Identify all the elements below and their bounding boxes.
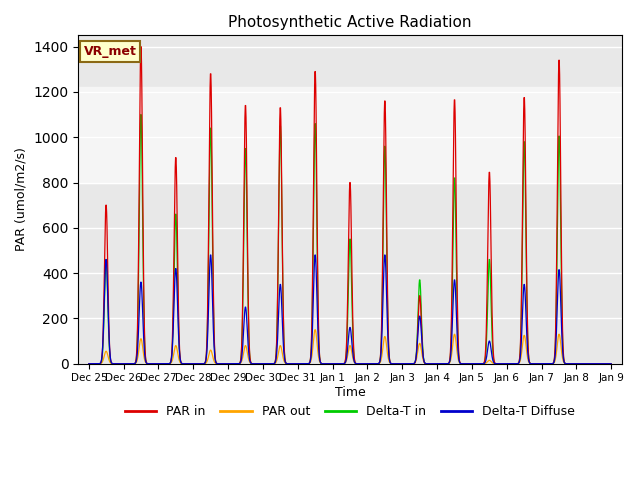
PAR in [607,361,615,367]
PAR in [573,361,580,367]
Delta-T Diffuse [85,361,93,367]
Delta-T Diffuse [573,361,580,367]
PAR out [311,327,319,333]
Line: PAR in: PAR in [89,47,611,364]
Delta-T Diffuse [546,361,554,367]
PAR in [260,361,268,367]
Delta-T in [260,361,268,367]
PAR in [202,359,209,365]
Delta-T Diffuse [607,361,615,367]
Y-axis label: PAR (umol/m2/s): PAR (umol/m2/s) [15,147,28,252]
Delta-T Diffuse [201,360,209,366]
PAR in [546,361,554,367]
Delta-T in [573,361,580,367]
Delta-T Diffuse [431,361,439,367]
Delta-T in [546,361,554,367]
Delta-T in [499,361,507,367]
Delta-T in [431,361,439,367]
PAR out [431,361,439,367]
Delta-T Diffuse [499,361,507,367]
PAR in [499,361,507,367]
PAR in [85,361,93,367]
Delta-T Diffuse [188,361,196,367]
Delta-T in [137,112,145,118]
Delta-T Diffuse [207,252,214,258]
PAR out [499,361,507,367]
Title: Photosynthetic Active Radiation: Photosynthetic Active Radiation [228,15,472,30]
PAR out [573,361,580,367]
Delta-T in [607,361,615,367]
PAR in [189,361,196,367]
X-axis label: Time: Time [335,386,365,399]
Legend: PAR in, PAR out, Delta-T in, Delta-T Diffuse: PAR in, PAR out, Delta-T in, Delta-T Dif… [120,400,580,423]
PAR out [260,361,268,367]
Delta-T in [202,360,209,365]
Line: Delta-T Diffuse: Delta-T Diffuse [89,255,611,364]
PAR out [188,361,196,367]
Bar [79,87,621,182]
PAR out [201,360,209,366]
PAR in [137,44,145,49]
Text: VR_met: VR_met [84,45,137,58]
Delta-T in [189,361,196,367]
PAR out [546,361,554,367]
PAR out [85,361,93,367]
Delta-T Diffuse [260,361,268,367]
Line: Delta-T in: Delta-T in [89,115,611,364]
Line: PAR out: PAR out [89,330,611,364]
PAR out [607,361,615,367]
Delta-T in [85,361,93,367]
PAR in [431,361,439,367]
